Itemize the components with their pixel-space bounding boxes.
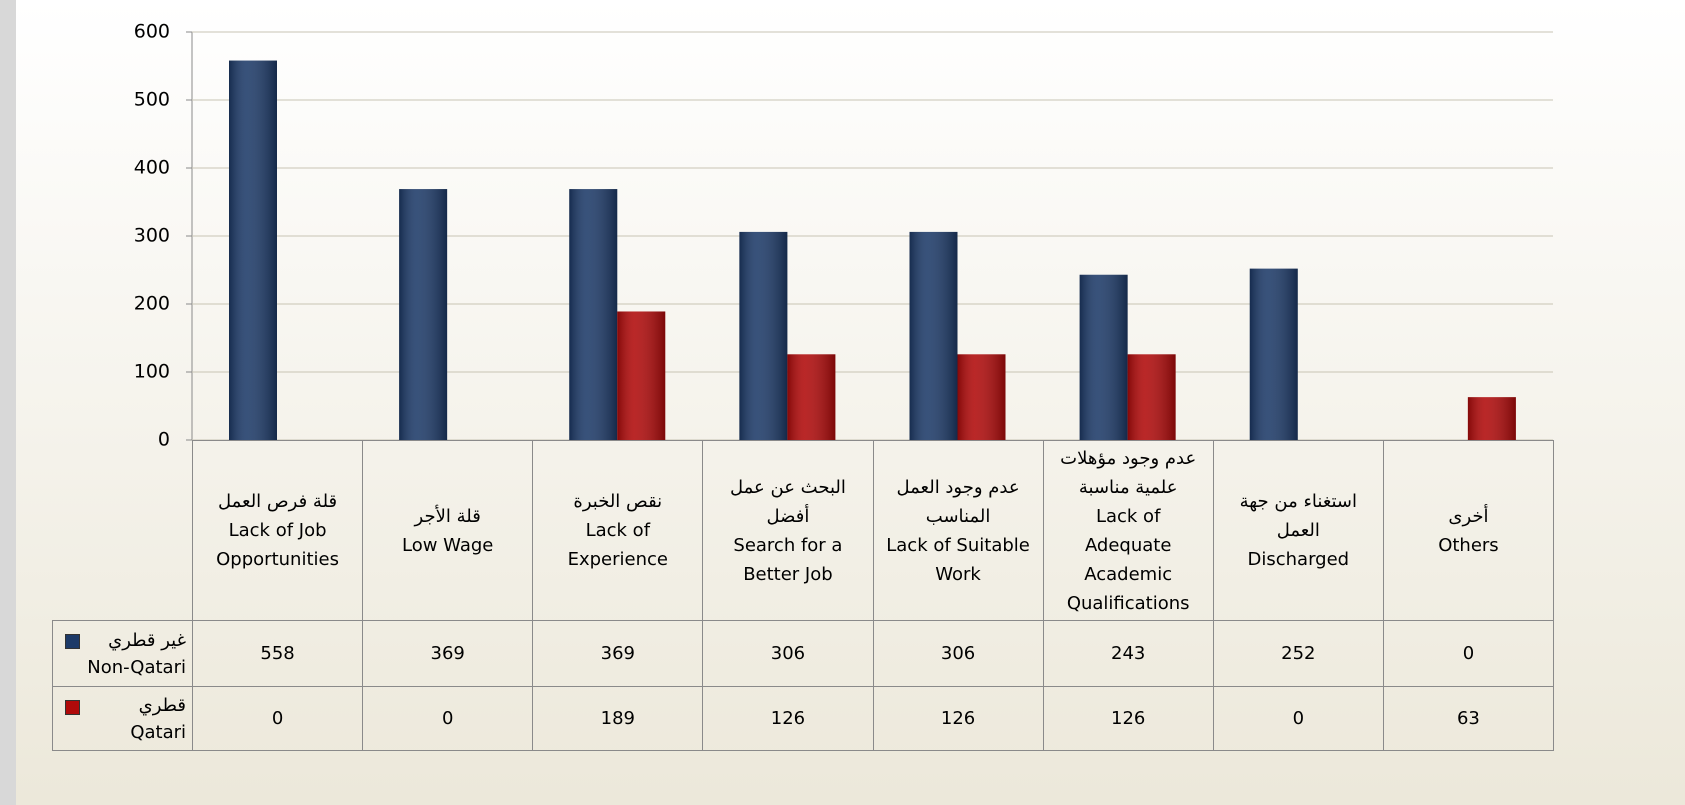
table-cell: 369 bbox=[362, 620, 534, 687]
table-value: 369 bbox=[600, 643, 635, 664]
y-tick-label: 200 bbox=[134, 293, 170, 315]
table-cell: 0 bbox=[1382, 620, 1554, 687]
table-cell: 63 bbox=[1382, 686, 1554, 751]
table-cell: 126 bbox=[702, 686, 874, 751]
bar-shade bbox=[1467, 397, 1516, 440]
bar-shade bbox=[739, 231, 788, 440]
y-tick-label: 600 bbox=[134, 21, 170, 43]
table-cell: 558 bbox=[192, 620, 364, 687]
table-value: 306 bbox=[770, 643, 806, 664]
bar-shade bbox=[1127, 354, 1176, 440]
table-value: 558 bbox=[260, 643, 295, 664]
bar-shade bbox=[569, 189, 618, 440]
x-tick-label: استغناء من جهة العمل Discharged bbox=[1239, 491, 1358, 570]
bar-shade bbox=[617, 311, 666, 440]
y-tick-label: 400 bbox=[134, 157, 170, 179]
table-value: 63 bbox=[1456, 708, 1480, 729]
category-cell: استغناء من جهة العمل Discharged bbox=[1212, 440, 1384, 621]
table-cell: 0 bbox=[192, 686, 364, 751]
edge-shadow bbox=[0, 0, 16, 805]
table-cell: 243 bbox=[1042, 620, 1214, 687]
legend-swatch bbox=[65, 634, 80, 649]
table-cell: 306 bbox=[872, 620, 1044, 687]
legend-label: قطري Qatari bbox=[130, 694, 186, 743]
table-value: 0 bbox=[1462, 643, 1475, 664]
legend-cell: غير قطري Non-Qatari bbox=[52, 620, 193, 687]
y-tick-label: 100 bbox=[134, 361, 170, 383]
category-cell: قلة فرص العمل Lack of Job Opportunities bbox=[192, 440, 364, 621]
category-cell: عدم وجود العمل المناسب Lack of Suitable … bbox=[872, 440, 1044, 621]
category-cell: أخرى Others bbox=[1382, 440, 1554, 621]
table-cell: 306 bbox=[702, 620, 874, 687]
legend-cell: قطري Qatari bbox=[52, 686, 193, 751]
table-value: 0 bbox=[271, 708, 284, 729]
table-cell: 252 bbox=[1212, 620, 1384, 687]
table-value: 126 bbox=[940, 708, 976, 729]
bar-shade bbox=[1079, 274, 1128, 440]
table-cell: 126 bbox=[872, 686, 1044, 751]
table-value: 0 bbox=[441, 708, 454, 729]
table-value: 126 bbox=[1111, 708, 1146, 729]
x-tick-label: قلة الأجر Low Wage bbox=[402, 505, 494, 556]
table-value: 243 bbox=[1111, 643, 1146, 664]
y-tick-label: 0 bbox=[158, 429, 170, 451]
category-cell: البحث عن عمل أفضل Search for a Better Jo… bbox=[702, 440, 874, 621]
x-tick-label: أخرى Others bbox=[1438, 505, 1499, 556]
bar-shade bbox=[229, 60, 277, 441]
y-tick-label: 500 bbox=[134, 89, 170, 111]
x-tick-label: قلة فرص العمل Lack of Job Opportunities bbox=[216, 491, 339, 570]
bar-shade bbox=[787, 354, 836, 440]
x-tick-label: عدم وجود مؤهلات علمية مناسبة Lack of Ade… bbox=[1060, 447, 1197, 614]
legend-swatch bbox=[65, 700, 80, 715]
bar-shade bbox=[957, 354, 1006, 440]
table-value: 126 bbox=[770, 708, 806, 729]
table-value: 369 bbox=[430, 643, 465, 664]
y-tick-label: 300 bbox=[134, 225, 170, 247]
table-cell: 189 bbox=[532, 686, 704, 751]
bar-shade bbox=[399, 189, 448, 440]
bar-shade bbox=[1249, 268, 1298, 440]
category-cell: نقص الخبرة Lack of Experience bbox=[532, 440, 704, 621]
table-cell: 0 bbox=[1212, 686, 1384, 751]
x-tick-label: نقص الخبرة Lack of Experience bbox=[567, 491, 668, 570]
table-value: 189 bbox=[600, 708, 635, 729]
table-cell: 126 bbox=[1042, 686, 1214, 751]
x-tick-label: عدم وجود العمل المناسب Lack of Suitable … bbox=[886, 476, 1030, 585]
table-value: 306 bbox=[940, 643, 976, 664]
table-cell: 369 bbox=[532, 620, 704, 687]
x-tick-label: البحث عن عمل أفضل Search for a Better Jo… bbox=[730, 476, 846, 585]
legend-label: غير قطري Non-Qatari bbox=[87, 629, 186, 678]
table-value: 252 bbox=[1281, 643, 1316, 664]
category-cell: عدم وجود مؤهلات علمية مناسبة Lack of Ade… bbox=[1042, 440, 1214, 621]
bar-shade bbox=[909, 231, 958, 440]
table-value: 0 bbox=[1292, 708, 1305, 729]
table-cell: 0 bbox=[362, 686, 534, 751]
category-cell: قلة الأجر Low Wage bbox=[362, 440, 534, 621]
